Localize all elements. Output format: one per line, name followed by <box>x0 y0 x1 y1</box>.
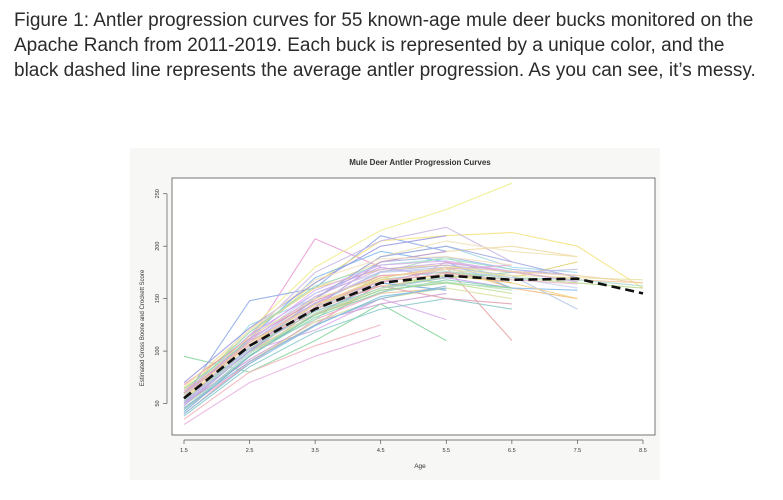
x-tick-label: 3.5 <box>311 448 319 454</box>
x-tick-label: 8.5 <box>639 448 647 454</box>
buck-series-line-51 <box>183 287 447 415</box>
x-tick-label: 5.5 <box>442 448 450 454</box>
chart-svg: Mule Deer Antler Progression Curves Esti… <box>140 158 656 470</box>
buck-series-line-34 <box>183 324 381 420</box>
buck-series-line-47 <box>183 285 512 394</box>
buck-series-line-18 <box>183 298 512 417</box>
buck-series-line-38 <box>183 285 447 409</box>
x-tick-label: 6.5 <box>508 448 516 454</box>
buck-series-line-41 <box>183 245 578 404</box>
plot-area: 1.5 2.5 3.5 4.5 5.5 6.5 7.5 8.5 50 100 150 200 250 <box>155 177 656 454</box>
x-tick-label: 7.5 <box>574 448 582 454</box>
buck-series-line-13 <box>183 261 512 410</box>
y-tick-label: 200 <box>155 242 161 251</box>
x-tick-label: 4.5 <box>377 448 385 454</box>
y-tick-label: 100 <box>155 346 161 355</box>
buck-series-line-35 <box>183 258 512 396</box>
y-axis-label: Estimated Gross Boone and Crockett Score <box>140 269 146 386</box>
figure-caption: Figure 1: Antler progression curves for … <box>14 10 756 81</box>
buck-series-line-16 <box>183 235 447 384</box>
buck-series-line-43 <box>183 279 512 411</box>
x-tick-label: 1.5 <box>180 448 188 454</box>
x-axis-label: Age <box>414 463 426 470</box>
y-tick-label: 250 <box>155 189 161 198</box>
chart-title: Mule Deer Antler Progression Curves <box>349 158 491 167</box>
buck-series-line-19 <box>183 334 381 425</box>
plot-frame <box>171 177 656 436</box>
buck-series-line-45 <box>183 268 644 396</box>
x-tick-label: 2.5 <box>246 448 254 454</box>
y-tick-label: 50 <box>155 400 161 406</box>
chart-figure: Mule Deer Antler Progression Curves Esti… <box>130 148 660 480</box>
y-tick-label: 150 <box>155 294 161 303</box>
buck-series-line-50 <box>183 256 512 388</box>
buck-series-line-53 <box>183 281 512 400</box>
buck-series-line-55 <box>183 266 644 398</box>
